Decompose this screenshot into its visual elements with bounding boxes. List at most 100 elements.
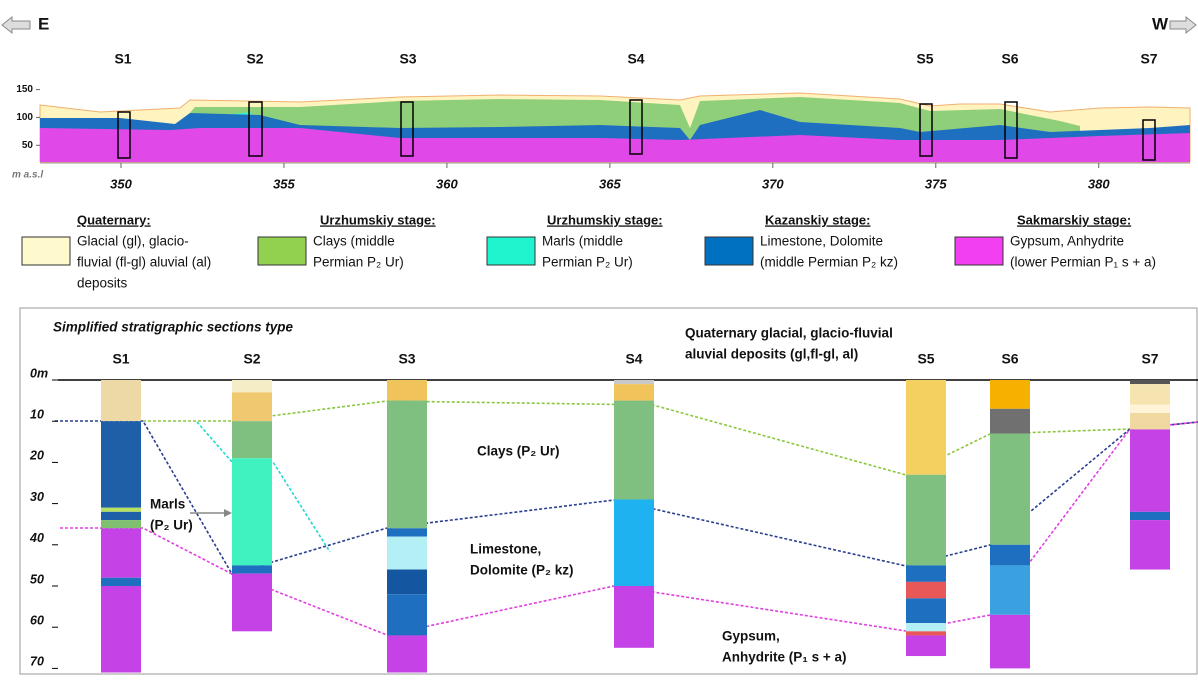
annotation: Marls xyxy=(150,497,185,512)
stratum xyxy=(387,570,427,595)
legend-text: fluvial (fl-gl) aluvial (al) xyxy=(77,255,211,270)
stratum xyxy=(1130,512,1170,520)
x-tick-label: 380 xyxy=(1088,176,1110,191)
stratum xyxy=(101,528,141,577)
stratum xyxy=(990,565,1030,614)
depth-label: 30 xyxy=(30,490,44,504)
stratum xyxy=(614,401,654,500)
legend-text: Marls (middle xyxy=(542,234,623,249)
section-label: S1 xyxy=(114,51,131,67)
legend-text: Permian P₂ Ur) xyxy=(542,255,633,270)
stratum xyxy=(232,380,272,392)
stratum xyxy=(614,384,654,400)
stratum xyxy=(1130,405,1170,413)
legend-text: (lower Permian P₁ s + a) xyxy=(1010,255,1156,270)
column-label: S4 xyxy=(625,351,642,367)
annotation: aluvial deposits (gl,fl-gl, al) xyxy=(685,347,858,362)
stratum xyxy=(101,380,141,421)
stratum xyxy=(101,421,141,508)
stratum xyxy=(990,545,1030,566)
stratum xyxy=(1130,384,1170,405)
legend-swatch xyxy=(258,237,306,265)
stratum xyxy=(906,631,946,635)
stratum xyxy=(906,475,946,566)
column-label: S1 xyxy=(112,351,129,367)
stratum xyxy=(906,380,946,475)
stratum xyxy=(101,512,141,520)
legend-text: Gypsum, Anhydrite xyxy=(1010,234,1124,249)
x-tick-label: 365 xyxy=(599,176,621,191)
stratum xyxy=(906,565,946,581)
arrow-right xyxy=(1170,17,1196,33)
stratum xyxy=(387,635,427,672)
stratum xyxy=(232,565,272,573)
depth-label: 10 xyxy=(30,407,44,421)
annotation: Dolomite (P₂ kz) xyxy=(470,563,574,578)
section-label: S3 xyxy=(399,51,416,67)
column-label: S2 xyxy=(243,351,260,367)
depth-label: 50 xyxy=(30,572,44,586)
legend-swatch xyxy=(487,237,535,265)
axis-label: m a.s.l xyxy=(12,170,43,181)
legend-title: Sakmarskiy stage: xyxy=(1017,212,1131,227)
stratum xyxy=(990,380,1030,409)
stratum xyxy=(990,434,1030,545)
stratum xyxy=(101,508,141,512)
marls-arrowhead xyxy=(224,509,232,517)
column-label: S6 xyxy=(1001,351,1018,367)
stratum xyxy=(101,586,141,673)
legend-swatch xyxy=(705,237,753,265)
stratum xyxy=(232,458,272,565)
stratum xyxy=(232,421,272,458)
x-tick-label: 375 xyxy=(925,176,947,191)
legend-title: Urzhumskiy stage: xyxy=(547,212,663,227)
arrow-left xyxy=(2,17,30,33)
stratum xyxy=(906,635,946,656)
legend-title: Quaternary: xyxy=(77,212,151,227)
stratum xyxy=(614,586,654,648)
depth-label: 0m xyxy=(30,366,48,380)
direction-label: W xyxy=(1152,14,1169,33)
y-tick-label: 100 xyxy=(16,112,33,123)
figure: E W S1S2S3S4S5S6S750100150m a.s.l3503553… xyxy=(0,0,1198,675)
x-tick-label: 360 xyxy=(436,176,458,191)
stratum xyxy=(1130,520,1170,569)
annotation: Anhydrite (P₁ s + a) xyxy=(722,650,847,665)
stratum xyxy=(1130,413,1170,429)
annotation: Quaternary glacial, glacio-fluvial xyxy=(685,326,893,341)
stratum xyxy=(387,537,427,570)
stratum xyxy=(1130,380,1170,384)
section-label: S4 xyxy=(627,51,644,67)
stratum xyxy=(614,499,654,586)
stratum xyxy=(990,615,1030,669)
stratum xyxy=(990,409,1030,434)
legend-text: deposits xyxy=(77,276,128,291)
stratum xyxy=(906,623,946,631)
x-tick-label: 350 xyxy=(110,176,132,191)
legend-swatch xyxy=(22,237,70,265)
annotation: Limestone, xyxy=(470,542,541,557)
legend-text: Clays (middle xyxy=(313,234,395,249)
legend-text: Permian P₂ Ur) xyxy=(313,255,404,270)
stratum xyxy=(614,380,654,384)
stratum xyxy=(906,598,946,623)
depth-label: 70 xyxy=(30,655,44,669)
stratum xyxy=(101,578,141,586)
x-tick-label: 355 xyxy=(273,176,295,191)
stratum xyxy=(101,520,141,528)
y-tick-label: 50 xyxy=(22,140,34,151)
stratum xyxy=(387,401,427,529)
stratum xyxy=(387,594,427,635)
annotation: Gypsum, xyxy=(722,629,780,644)
section-label: S2 xyxy=(246,51,263,67)
column-label: S7 xyxy=(1141,351,1158,367)
stratum xyxy=(906,582,946,598)
depth-label: 40 xyxy=(29,531,44,545)
stratum xyxy=(387,380,427,401)
legend-text: (middle Permian P₂ kz) xyxy=(760,255,898,270)
legend-text: Glacial (gl), glacio- xyxy=(77,234,189,249)
stratum xyxy=(232,392,272,421)
legend-title: Urzhumskiy stage: xyxy=(320,212,436,227)
y-tick-label: 150 xyxy=(16,84,33,95)
section-label: S7 xyxy=(1140,51,1157,67)
